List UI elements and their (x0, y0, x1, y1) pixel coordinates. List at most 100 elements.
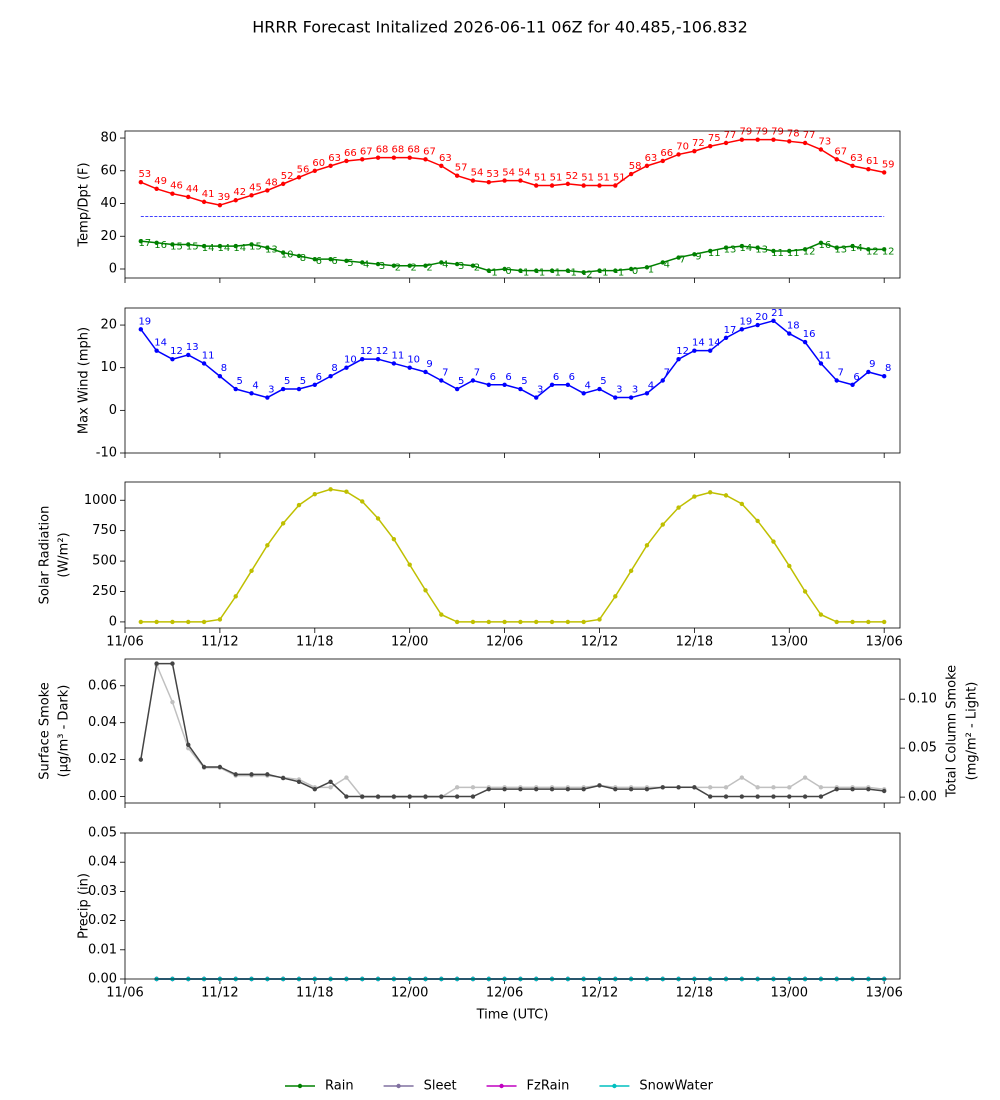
data-point (439, 378, 444, 383)
data-point (676, 356, 681, 362)
data-point (154, 619, 159, 625)
data-point (375, 356, 381, 362)
data-point (312, 382, 317, 387)
data-point (771, 318, 776, 323)
data-label: 66 (344, 148, 357, 159)
series-line (140, 319, 885, 399)
data-label: 7 (442, 368, 448, 379)
legend-label: SnowWater (639, 1079, 713, 1094)
data-point (439, 612, 444, 617)
data-label: 68 (407, 145, 420, 156)
data-point (249, 772, 254, 777)
data-label: 5 (284, 376, 290, 387)
data-point (881, 170, 887, 175)
data-point (676, 255, 681, 260)
data-point (660, 785, 665, 790)
data-label: 63 (439, 153, 452, 164)
data-point (644, 163, 650, 169)
data-point (534, 395, 539, 400)
data-point (818, 612, 824, 617)
data-point (375, 794, 381, 799)
data-point (217, 764, 223, 770)
legend-label: FzRain (527, 1079, 570, 1094)
x-tick-label: 12/12 (581, 635, 618, 650)
data-label: 14 (233, 243, 246, 254)
data-point (138, 757, 144, 762)
data-point (170, 699, 175, 705)
data-point (802, 794, 808, 799)
data-point (186, 619, 191, 625)
data-point (217, 374, 223, 379)
data-point (739, 137, 745, 142)
data-label: 63 (328, 153, 341, 164)
data-label: 67 (834, 146, 847, 157)
data-point (407, 562, 412, 567)
data-point (834, 378, 839, 383)
data-point (186, 742, 191, 748)
data-label: -1 (488, 268, 498, 279)
y-axis-label: Precip (in) (77, 873, 92, 939)
data-label: 1 (648, 264, 654, 275)
data-label: 77 (724, 130, 737, 141)
data-point (407, 365, 412, 370)
data-label: 11 (787, 248, 800, 259)
data-point (265, 188, 270, 193)
data-label: 4 (648, 380, 654, 391)
data-point (787, 794, 792, 799)
plot-frame (124, 658, 901, 804)
data-label: -1 (519, 268, 529, 279)
data-point (565, 382, 571, 387)
data-point (518, 619, 523, 625)
data-point (834, 619, 839, 625)
y-tick-label: 60 (100, 163, 117, 178)
y-tick-label: 0.04 (88, 715, 117, 730)
data-point (518, 268, 523, 273)
data-label: -1 (551, 268, 561, 279)
data-point (265, 772, 270, 777)
data-label: 70 (676, 141, 689, 152)
data-label: -1 (535, 268, 545, 279)
data-point (739, 327, 745, 332)
data-point (201, 361, 207, 366)
x-tick-label: 13/00 (771, 986, 808, 1001)
y-axis-label: Solar Radiation (38, 506, 53, 605)
data-label: 3 (268, 385, 274, 396)
data-point (565, 268, 571, 273)
data-point (549, 382, 555, 387)
data-point (328, 487, 333, 492)
data-label: 2 (474, 263, 480, 274)
data-point (723, 493, 729, 498)
data-label: 2 (411, 263, 417, 274)
data-point (818, 147, 824, 152)
x-tick-label: 13/00 (771, 635, 808, 650)
data-point (502, 266, 507, 272)
y-tick-label: 0.06 (88, 678, 117, 693)
data-point (249, 568, 254, 574)
y-tick-label: 1000 (84, 493, 117, 508)
data-point (660, 522, 665, 527)
data-point (581, 619, 586, 625)
y-tick-label: 0 (109, 614, 117, 629)
data-point (375, 261, 381, 267)
data-point (597, 386, 602, 392)
data-point (296, 253, 302, 259)
data-label: 14 (708, 338, 721, 349)
data-label: 60 (312, 158, 325, 169)
plot-frame (124, 130, 901, 279)
legend-label: Sleet (424, 1079, 457, 1094)
data-point (802, 339, 808, 345)
data-label: -1 (567, 268, 577, 279)
data-label: 6 (569, 372, 575, 383)
data-point (850, 243, 855, 249)
data-point (613, 183, 618, 188)
data-label: 78 (787, 128, 800, 139)
x-tick-label: 12/06 (486, 635, 523, 650)
x-tick-label: 11/18 (296, 986, 333, 1001)
data-point (739, 501, 745, 507)
data-point (644, 786, 650, 792)
data-point (692, 494, 697, 499)
data-point (534, 619, 539, 625)
data-point (881, 788, 887, 794)
y-tick-label: 0 (109, 261, 117, 276)
data-point (375, 516, 381, 521)
